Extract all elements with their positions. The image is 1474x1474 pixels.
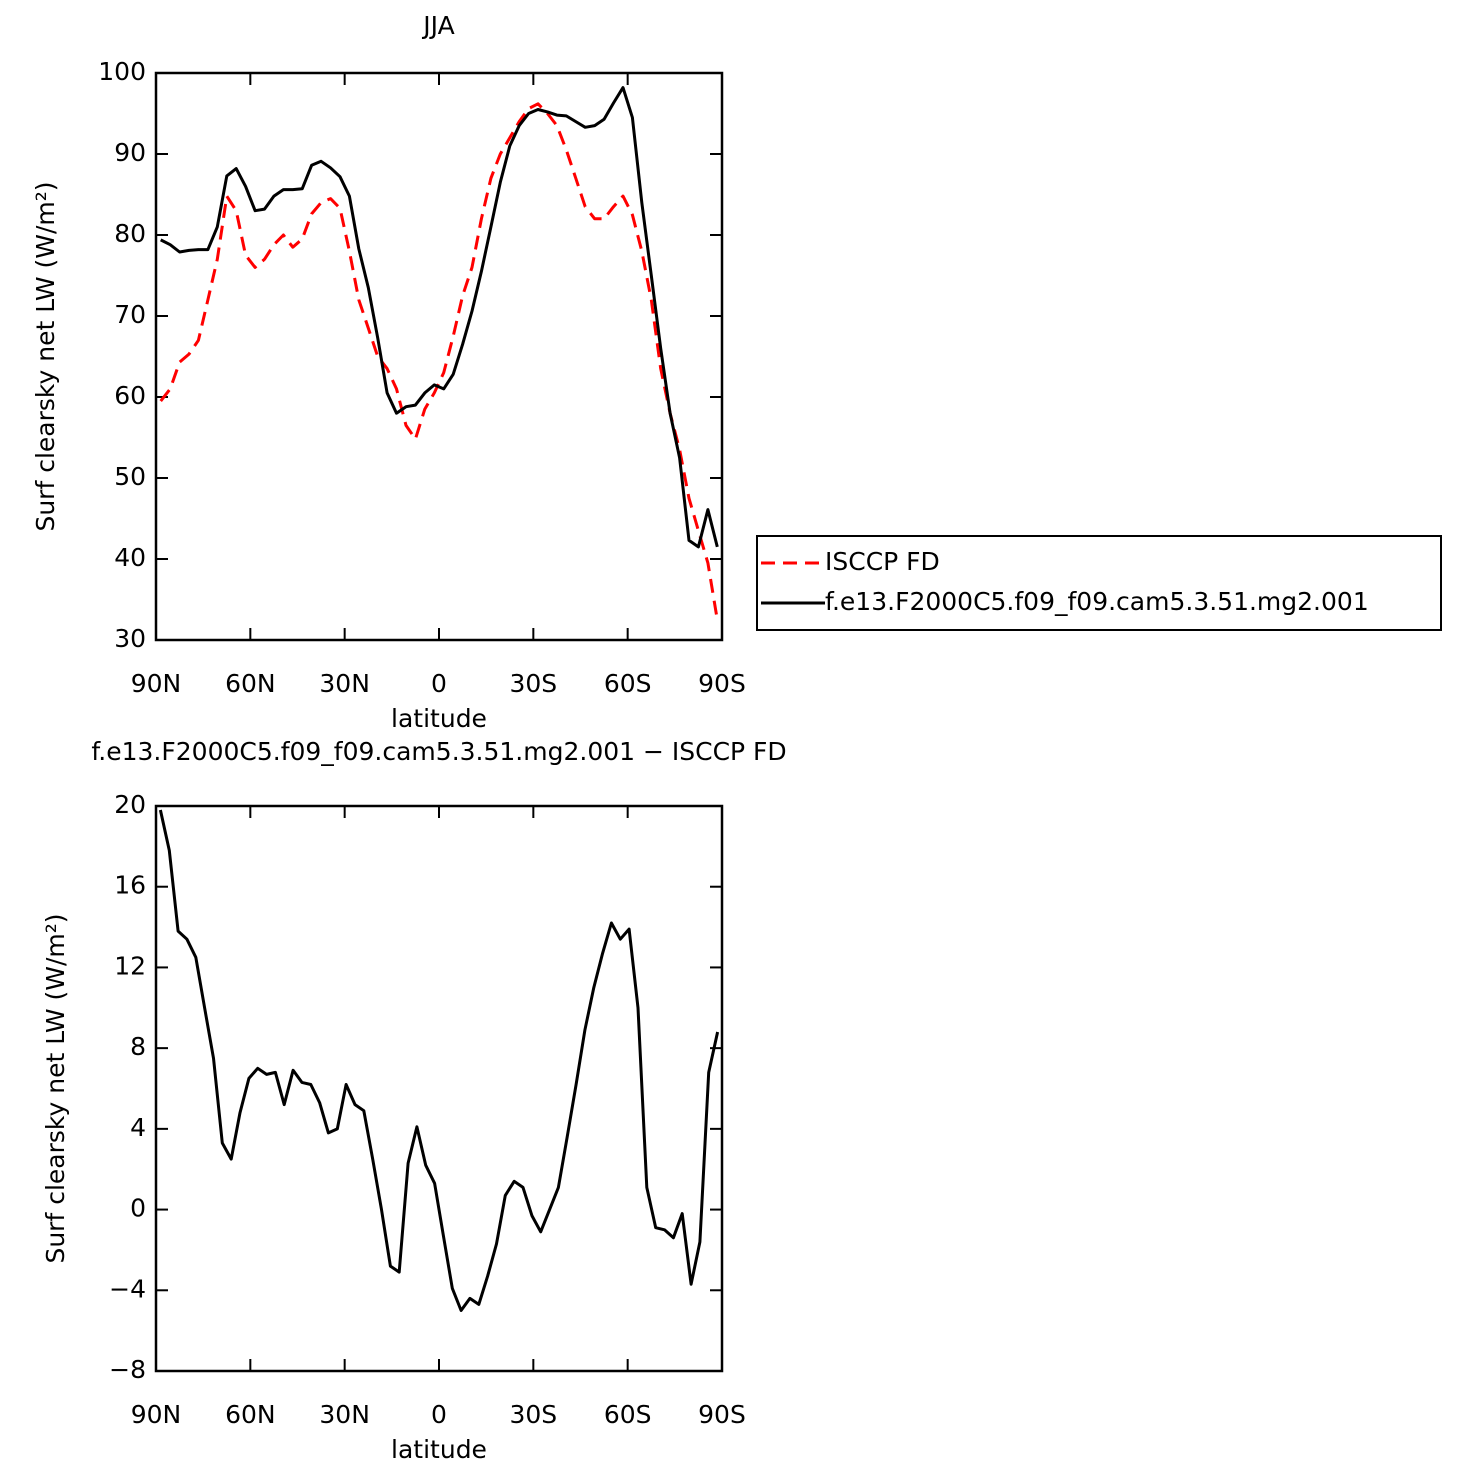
chart-title: JJA	[421, 11, 454, 40]
y-tick-label: 90	[114, 138, 146, 167]
x-tick-label: 60S	[604, 669, 652, 698]
x-tick-label: 0	[431, 669, 447, 698]
y-tick-label: 20	[114, 790, 146, 819]
x-tick-label: 0	[431, 1400, 447, 1429]
y-tick-label: 60	[114, 381, 146, 410]
data-line	[158, 809, 720, 1312]
x-tick-label: 60N	[225, 1400, 276, 1429]
legend-label: ISCCP FD	[825, 547, 940, 576]
x-axis-label: latitude	[391, 1435, 487, 1464]
y-tick-label: 40	[114, 543, 146, 572]
x-tick-label: 30N	[319, 669, 370, 698]
y-tick-label: 50	[114, 462, 146, 491]
legend-box	[756, 535, 1442, 631]
y-tick-label: 80	[114, 219, 146, 248]
y-tick-label: 4	[130, 1113, 146, 1142]
y-tick-label: 16	[114, 871, 146, 900]
x-tick-label: 90N	[131, 669, 182, 698]
x-tick-label: 30N	[319, 1400, 370, 1429]
y-tick-label: 0	[130, 1194, 146, 1223]
data-line	[159, 102, 719, 621]
y-tick-label: −4	[109, 1274, 146, 1303]
plot-frame	[154, 71, 724, 642]
x-axis-label: latitude	[391, 704, 487, 733]
y-tick-label: 12	[114, 951, 146, 980]
x-tick-label: 90N	[131, 1400, 182, 1429]
y-tick-label: 70	[114, 300, 146, 329]
y-tick-label: 100	[98, 57, 146, 86]
y-tick-label: −8	[109, 1355, 146, 1384]
y-axis-label: Surf clearsky net LW (W/m²)	[31, 181, 60, 531]
data-line	[160, 86, 719, 549]
y-tick-label: 8	[130, 1032, 146, 1061]
x-tick-label: 90S	[698, 669, 746, 698]
legend-label: f.e13.F2000C5.f09_f09.cam5.3.51.mg2.001	[825, 587, 1369, 616]
y-tick-label: 30	[114, 624, 146, 653]
chart-title: f.e13.F2000C5.f09_f09.cam5.3.51.mg2.001 …	[91, 737, 786, 766]
x-tick-label: 30S	[509, 669, 557, 698]
x-tick-label: 60N	[225, 669, 276, 698]
x-tick-label: 60S	[604, 1400, 652, 1429]
y-axis-label: Surf clearsky net LW (W/m²)	[41, 913, 70, 1263]
plot-frame	[154, 804, 724, 1373]
x-tick-label: 90S	[698, 1400, 746, 1429]
x-tick-label: 30S	[509, 1400, 557, 1429]
